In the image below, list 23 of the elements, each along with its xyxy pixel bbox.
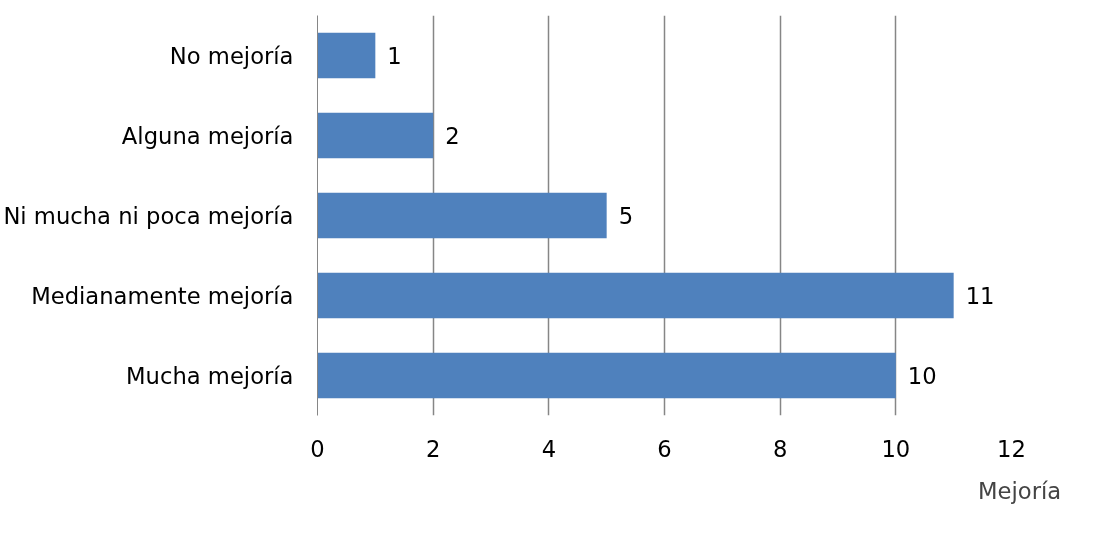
bar [317,352,896,399]
x-tick-label: 0 [310,435,325,462]
data-label: 1 [387,43,402,69]
bar [317,112,434,159]
data-label: 2 [445,123,460,149]
data-label: 10 [907,363,937,389]
y-tick-label: Mucha mejoría [126,362,294,389]
x-tick-label: 12 [997,435,1026,462]
y-tick-label: Ni mucha ni poca mejoría [3,202,294,229]
bar [317,192,607,239]
y-tick-label: Alguna mejoría [121,122,294,149]
data-label: 11 [965,283,995,309]
x-tick-label: 10 [881,435,911,462]
x-tick-label: 4 [541,435,557,462]
bar [317,272,954,319]
x-tick-label: 8 [772,435,788,462]
bar [317,32,376,79]
y-tick-label: No mejoría [169,42,294,69]
y-tick-label: Medianamente mejoría [31,282,294,309]
x-tick-label: 6 [657,435,672,462]
data-label: 5 [618,203,634,229]
text: Mejoría [978,478,1061,504]
x-tick-label: 2 [425,435,441,462]
